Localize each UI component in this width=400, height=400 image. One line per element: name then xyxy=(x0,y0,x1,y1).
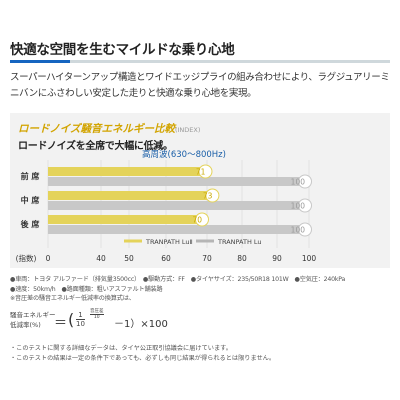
x-axis-label: (指数) xyxy=(16,253,37,263)
formula-label-line1: 騒音エネルギー xyxy=(10,311,56,319)
footnote: ・このテストに関する詳細なデータは、タイヤ公正取引協議会に届けています。 xyxy=(10,345,232,352)
test-conditions: ●車両：トヨタ アルファード（排気量3500cc） ●駆動方式：FF ●タイヤサ… xyxy=(10,275,390,304)
bar-lu2 xyxy=(48,191,216,200)
formula-exp-den: 10 xyxy=(90,314,104,320)
formula-label-line2: 低減率(%) xyxy=(10,321,41,329)
x-tick-label: 0 xyxy=(46,254,51,263)
x-tick-label: 70 xyxy=(202,254,212,263)
bar-lu xyxy=(48,201,309,210)
bar-lu2-value: 73 xyxy=(203,192,213,201)
bar-lu-end xyxy=(298,222,312,237)
chart-panel-title: ロードノイズ騒音エネルギー比較(INDEX) xyxy=(18,121,200,136)
bar-lu-end xyxy=(298,198,312,213)
bar-lu-value: 100 xyxy=(291,226,306,235)
bar-lu2-value: 70 xyxy=(192,216,202,225)
bar-lu2-value: 71 xyxy=(196,168,206,177)
formula-label: 騒音エネルギー 低減率(%) xyxy=(10,310,56,330)
category-label: 後 席 xyxy=(21,219,40,229)
note-line: ※音圧差の騒音エネルギー低減率の換算式は、 xyxy=(10,295,135,302)
formula-frac-num: 1 xyxy=(78,311,83,319)
formula-exponent: 音圧差 10 xyxy=(90,309,104,320)
bar-lu2 xyxy=(48,167,209,176)
note-line: ●車両：トヨタ アルファード（排気量3500cc） ●駆動方式：FF ●タイヤサ… xyxy=(10,276,346,283)
note-line: ●速度：50km/h ●路面種類：粗いアスファルト舗装路 xyxy=(10,285,163,293)
formula-tail: －1）×100 xyxy=(114,319,168,330)
bar-lu xyxy=(48,225,309,234)
panel-title-text: ロードノイズ騒音エネルギー比較 xyxy=(18,123,175,135)
formula-exp-num: 音圧差 xyxy=(90,309,104,314)
section-description: スーパーハイターンアップ構造とワイドエッジプライの組み合わせにより、ラグジュアリ… xyxy=(10,72,390,99)
formula-frac-den: 10 xyxy=(76,319,85,328)
bar-lu2 xyxy=(48,215,205,224)
x-tick-label: 90 xyxy=(272,254,282,263)
reduction-formula: 騒音エネルギー 低減率(%) ＝ ( 1 10 音圧差 10 －1）×100 xyxy=(10,309,390,340)
panel-title-index: (INDEX) xyxy=(174,126,201,134)
bar-lu xyxy=(48,177,309,186)
bar-lu2-end xyxy=(205,188,220,203)
bar-lu-value: 100 xyxy=(291,178,306,187)
x-tick-label: 100 xyxy=(302,254,317,263)
bar-lu-value: 100 xyxy=(291,202,306,211)
category-label: 前 席 xyxy=(21,171,40,181)
formula-fraction: 1 10 xyxy=(76,311,85,328)
formula-paren: ( xyxy=(68,310,75,329)
footnote: ・このテストの結果は一定の条件下であっても、必ずしも同じ結果が得られるとは限りま… xyxy=(10,354,276,362)
category-label: 中 席 xyxy=(21,195,40,205)
legend-label-lu: TRANPATH Lu xyxy=(217,238,262,246)
x-tick-label: 50 xyxy=(124,254,134,263)
section-heading: 快適な空間を生むマイルドな乗り心地 xyxy=(10,42,235,58)
chart-panel-subtitle: ロードノイズを全席で大幅に低減。 xyxy=(18,141,173,152)
formula-equals: ＝ xyxy=(54,316,68,331)
footnotes: ・このテストに関する詳細なデータは、タイヤ公正取引協議会に届けています。 ・この… xyxy=(10,344,390,363)
chart-title: 高周波(630〜800Hz) xyxy=(142,149,226,160)
legend-label-lu2: TRANPATH LuⅡ xyxy=(145,238,193,246)
bar-lu2-end xyxy=(195,212,209,227)
x-tick-label: 40 xyxy=(96,254,106,263)
x-tick-label: 60 xyxy=(161,254,171,263)
bar-lu2-end xyxy=(198,164,213,179)
x-tick-label: 80 xyxy=(237,254,247,263)
heading-underline xyxy=(10,60,390,63)
bar-lu-end xyxy=(298,174,312,189)
